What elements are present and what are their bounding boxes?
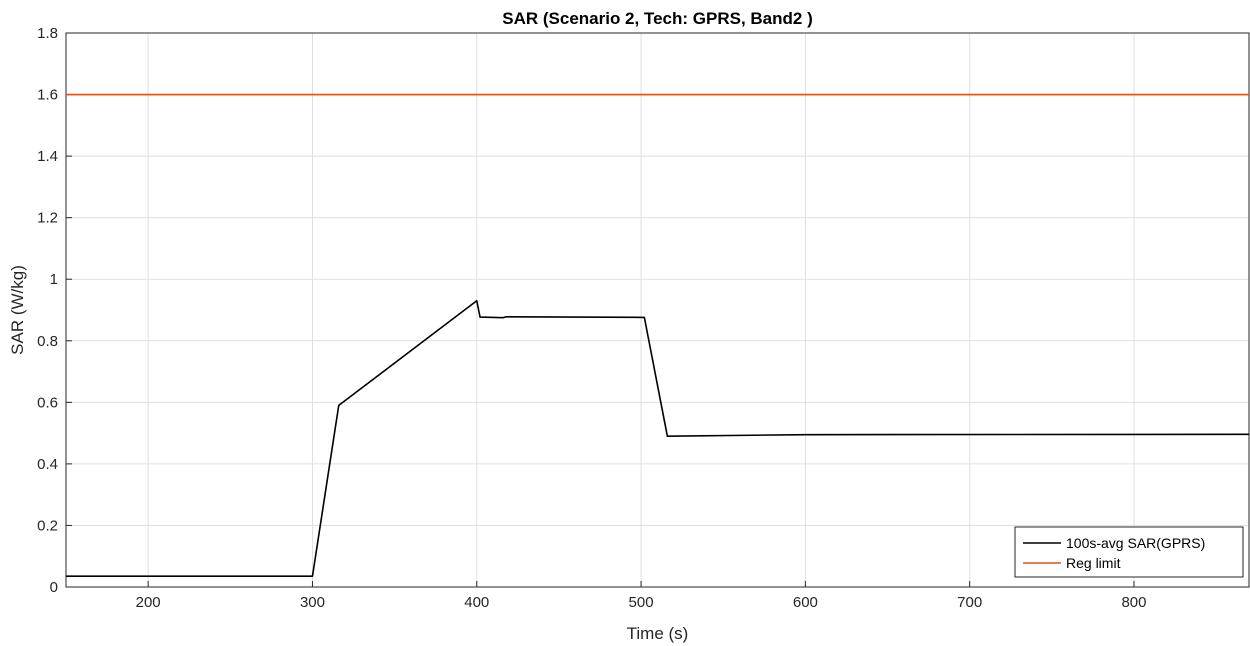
x-tick-label: 800 [1121, 594, 1146, 611]
x-tick-label: 500 [629, 594, 654, 611]
axis-ticks: 200 300 400 500 600 700 800 0 0.2 0.4 0.6 0.8 1 1.2 1.… [37, 25, 1146, 611]
chart-title: SAR (Scenario 2, Tech: GPRS, Band2 ) [502, 9, 812, 28]
y-tick-label: 0.4 [37, 456, 58, 473]
legend-label: Reg limit [1066, 555, 1121, 571]
x-tick-label: 700 [957, 594, 982, 611]
y-tick-label: 1.2 [37, 210, 58, 227]
y-tick-label: 0 [50, 579, 58, 596]
y-tick-label: 1.8 [37, 25, 58, 42]
x-tick-label: 300 [300, 594, 325, 611]
y-tick-label: 0.2 [37, 517, 58, 534]
y-tick-label: 0.8 [37, 333, 58, 350]
x-tick-label: 400 [464, 594, 489, 611]
legend-label: 100s-avg SAR(GPRS) [1066, 535, 1205, 551]
legend-box [1014, 526, 1244, 578]
y-tick-label: 1 [50, 271, 58, 288]
x-axis-label: Time (s) [627, 624, 689, 643]
plot-area-frame [65, 32, 1250, 588]
series-line-100s-avg-sar-gprs [66, 299, 1250, 578]
legend: 100s-avg SAR(GPRS) Reg limit [1014, 526, 1244, 578]
y-tick-label: 0.6 [37, 394, 58, 411]
y-tick-label: 1.6 [37, 87, 58, 104]
x-tick-label: 600 [793, 594, 818, 611]
series-lines [66, 93, 1250, 578]
x-tick-label: 200 [136, 594, 161, 611]
y-axis-label: SAR (W/kg) [8, 265, 27, 355]
y-tick-label: 1.4 [37, 148, 58, 165]
